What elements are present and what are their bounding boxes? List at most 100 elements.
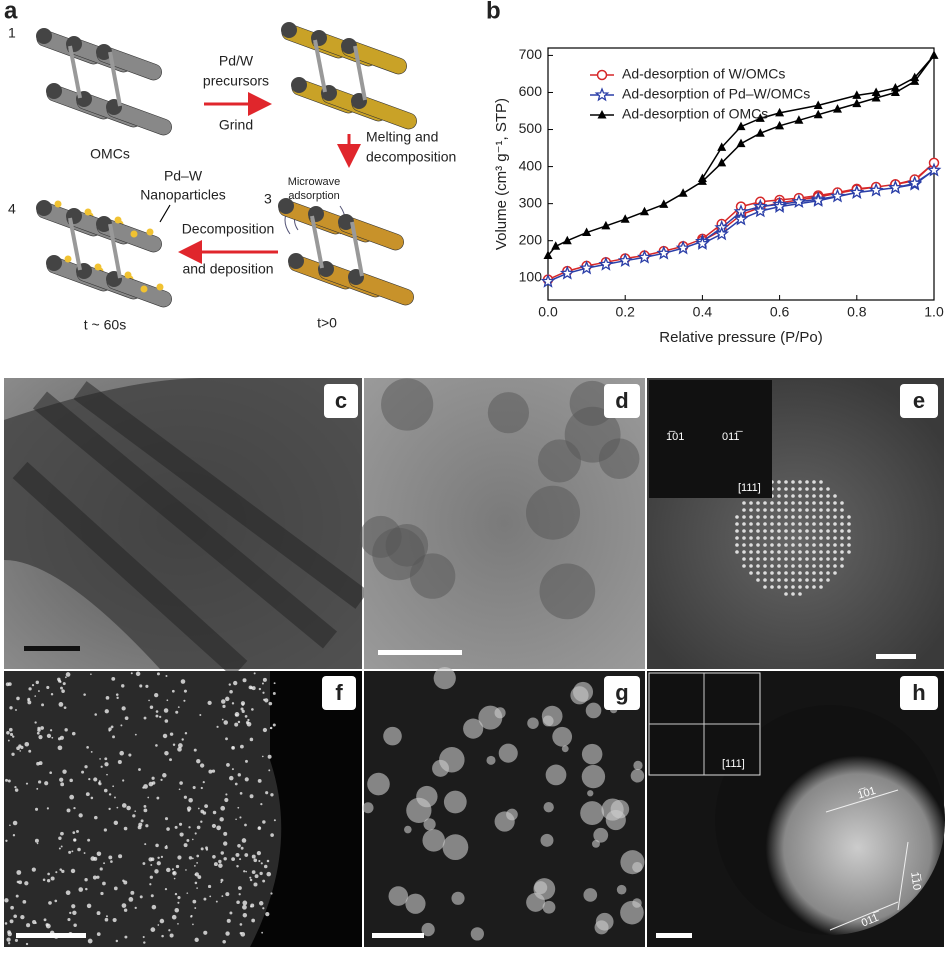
speck bbox=[114, 796, 116, 799]
pillar bbox=[313, 39, 327, 93]
atom bbox=[756, 571, 760, 575]
speck bbox=[145, 684, 149, 688]
fft-label: 1̅01 bbox=[666, 431, 684, 443]
fft-label: 011̅ bbox=[722, 431, 744, 443]
speck bbox=[98, 781, 101, 785]
atom bbox=[826, 557, 830, 561]
atom bbox=[791, 480, 795, 484]
speck bbox=[69, 911, 72, 915]
legend-marker bbox=[594, 87, 610, 102]
speck bbox=[222, 940, 226, 944]
atom bbox=[805, 508, 809, 512]
atom bbox=[798, 501, 802, 505]
speck bbox=[138, 768, 141, 771]
speck bbox=[244, 715, 248, 718]
speck bbox=[64, 676, 67, 679]
atom bbox=[770, 515, 774, 519]
pillar bbox=[353, 45, 367, 101]
speck bbox=[66, 808, 71, 813]
atom bbox=[763, 515, 767, 519]
speck bbox=[241, 838, 247, 843]
speck bbox=[116, 696, 119, 700]
speck bbox=[71, 731, 76, 736]
speck bbox=[156, 672, 160, 676]
atom bbox=[791, 585, 795, 589]
speck bbox=[207, 884, 212, 889]
speck bbox=[257, 826, 262, 831]
speck bbox=[47, 872, 50, 876]
rod-end bbox=[46, 83, 62, 99]
caption: Pd/W bbox=[219, 53, 254, 69]
particle bbox=[381, 378, 434, 431]
atom bbox=[826, 522, 830, 526]
speck bbox=[213, 862, 218, 867]
atom bbox=[833, 543, 837, 547]
atom bbox=[840, 501, 844, 505]
atom bbox=[833, 564, 837, 568]
speck bbox=[225, 892, 230, 897]
speck bbox=[73, 806, 76, 810]
atom bbox=[826, 550, 830, 554]
speck bbox=[178, 788, 181, 791]
atom bbox=[812, 522, 816, 526]
atom bbox=[798, 571, 802, 575]
speck bbox=[4, 898, 9, 903]
particle bbox=[540, 833, 554, 847]
speck bbox=[261, 682, 264, 685]
speck bbox=[117, 760, 122, 765]
atom bbox=[791, 501, 795, 505]
atom bbox=[756, 578, 760, 582]
atom bbox=[805, 543, 809, 547]
particle bbox=[367, 772, 390, 796]
speck bbox=[225, 696, 230, 702]
speck bbox=[156, 796, 160, 800]
marker bbox=[656, 245, 672, 260]
speck bbox=[150, 927, 156, 932]
speck bbox=[231, 702, 235, 705]
atom bbox=[833, 508, 837, 512]
atom bbox=[735, 529, 739, 533]
speck bbox=[14, 938, 19, 942]
atom bbox=[798, 529, 802, 533]
y-tick-label: 600 bbox=[519, 83, 543, 99]
particle bbox=[362, 802, 374, 814]
speck bbox=[104, 757, 108, 761]
speck bbox=[49, 729, 53, 732]
speck bbox=[249, 794, 254, 799]
rod-end bbox=[341, 38, 357, 54]
atom bbox=[805, 585, 809, 589]
marker bbox=[772, 198, 787, 213]
speck bbox=[164, 845, 168, 850]
speck bbox=[272, 692, 276, 695]
y-tick-label: 300 bbox=[519, 194, 543, 210]
speck bbox=[120, 724, 123, 727]
marker bbox=[551, 241, 561, 250]
particle bbox=[470, 927, 484, 941]
speck bbox=[121, 803, 127, 808]
atom bbox=[784, 550, 788, 554]
speck bbox=[149, 883, 152, 886]
speck bbox=[155, 714, 159, 718]
speck bbox=[116, 806, 119, 809]
speck bbox=[177, 896, 181, 900]
atom bbox=[812, 494, 816, 498]
speck bbox=[46, 685, 50, 690]
atom bbox=[742, 543, 746, 547]
speck bbox=[247, 718, 250, 722]
speck bbox=[194, 881, 198, 885]
particle bbox=[605, 809, 626, 831]
speck bbox=[18, 744, 22, 748]
speck bbox=[260, 803, 263, 806]
speck bbox=[37, 726, 41, 730]
speck bbox=[194, 832, 197, 835]
speck bbox=[262, 907, 265, 910]
speck bbox=[220, 699, 226, 704]
marker bbox=[810, 192, 826, 207]
speck bbox=[231, 857, 235, 861]
atom bbox=[784, 592, 788, 596]
marker bbox=[791, 193, 807, 209]
speck bbox=[140, 819, 144, 823]
speck bbox=[12, 820, 18, 826]
speck bbox=[219, 817, 224, 822]
atom bbox=[770, 508, 774, 512]
